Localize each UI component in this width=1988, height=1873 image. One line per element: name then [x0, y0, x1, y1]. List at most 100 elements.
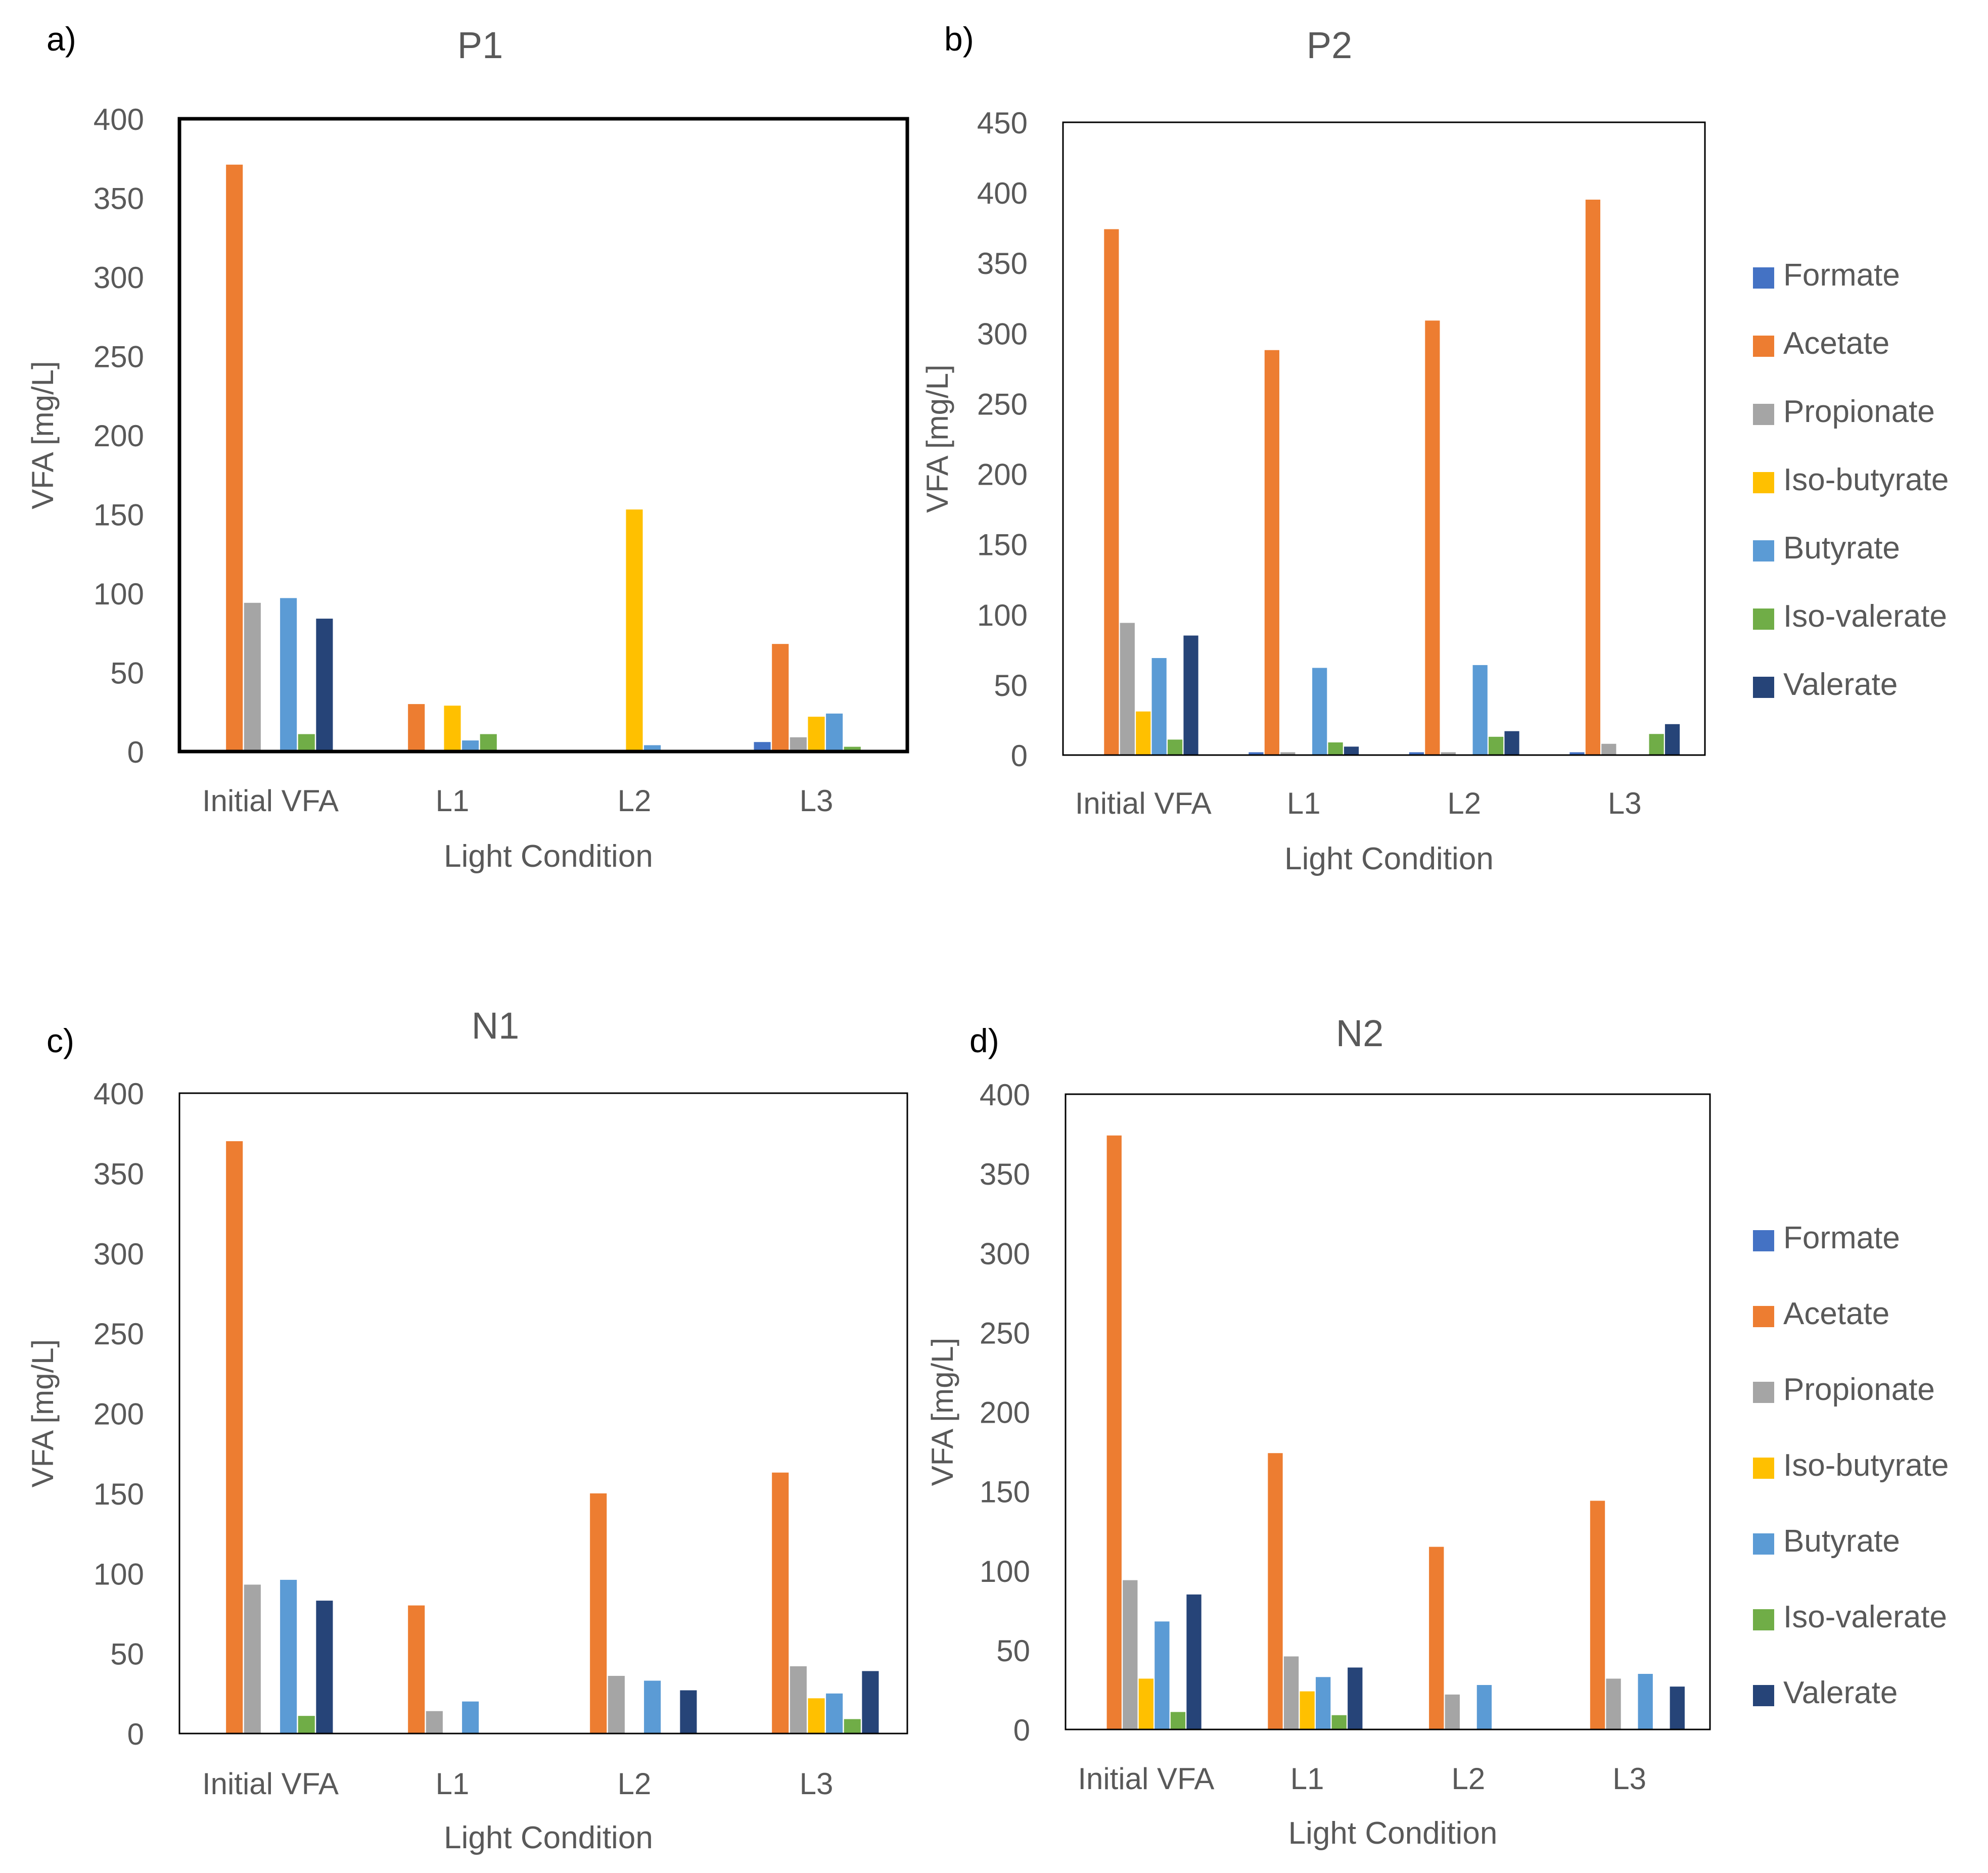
y-tick-label: 400: [977, 176, 1028, 210]
bar-iso-valerate-l1: [480, 734, 497, 752]
panel-label: d): [969, 1022, 999, 1059]
bar-butyrate-l1: [1312, 668, 1327, 755]
bar-acetate-initial-vfa: [1104, 229, 1119, 756]
y-tick-label: 450: [977, 106, 1028, 140]
bar-iso-valerate-initial-vfa: [298, 1716, 315, 1734]
bar-butyrate-l3: [826, 1693, 843, 1734]
chart-panel-p1: a) P1 0 50 100 150 200 250 300 350 400 VFA [mg/L] Li…: [26, 20, 909, 874]
legend-label: Formate: [1783, 258, 1900, 293]
y-tick-label: 300: [94, 1237, 144, 1271]
bar-valerate-initial-vfa: [316, 619, 333, 752]
legend-label: Valerate: [1783, 667, 1898, 702]
legend-swatch-butyrate: [1753, 1533, 1774, 1555]
x-tick-label: L3: [1608, 786, 1642, 820]
bar-propionate-initial-vfa: [244, 1584, 261, 1734]
bar-iso-valerate-l3: [844, 746, 861, 752]
y-tick-label: 50: [996, 1634, 1030, 1668]
bar-propionate-initial-vfa: [1123, 1580, 1138, 1729]
bar-valerate-l3: [1670, 1687, 1685, 1729]
y-tick-label: 100: [980, 1555, 1030, 1588]
y-tick-label: 150: [980, 1475, 1030, 1509]
y-tick-label: 150: [94, 1477, 144, 1511]
panel-label: c): [47, 1022, 74, 1059]
bar-acetate-l1: [408, 704, 425, 752]
x-tick-label: L3: [800, 784, 834, 818]
legend-swatch-iso-butyrate: [1753, 1458, 1774, 1479]
y-tick-label: 200: [980, 1396, 1030, 1430]
legend-label: Valerate: [1783, 1675, 1898, 1710]
y-tick-label: 300: [980, 1237, 1030, 1271]
bar-valerate-l1: [1348, 1667, 1363, 1729]
legend-label: Butyrate: [1783, 531, 1900, 566]
bar-iso-valerate-initial-vfa: [1170, 1712, 1186, 1729]
y-tick-label: 250: [94, 1317, 144, 1351]
x-tick-label: Initial VFA: [1075, 786, 1212, 820]
x-tick-label: Initial VFA: [202, 1767, 339, 1801]
legend-label: Propionate: [1783, 1372, 1935, 1407]
bar-butyrate-l2: [644, 1680, 661, 1734]
bar-iso-valerate-l1: [1328, 742, 1343, 755]
x-tick-label: L1: [436, 784, 470, 818]
panel-label: b): [944, 20, 974, 58]
legend: Formate Acetate Propionate Iso-butyrate Buty…: [1753, 258, 1949, 702]
bar-butyrate-l2: [1476, 1685, 1492, 1729]
bar-butyrate-initial-vfa: [280, 598, 297, 752]
bar-iso-valerate-l3: [844, 1719, 861, 1734]
bar-butyrate-initial-vfa: [1154, 1621, 1170, 1729]
legend: Formate Acetate Propionate Iso-butyrate Buty…: [1753, 1221, 1949, 1710]
y-tick-label: 0: [1013, 1713, 1030, 1747]
bar-iso-butyrate-l2: [626, 509, 643, 752]
y-tick-label: 200: [94, 419, 144, 453]
bar-formate-l1: [1249, 752, 1264, 755]
y-tick-label: 350: [980, 1157, 1030, 1191]
bar-valerate-initial-vfa: [1186, 1594, 1201, 1729]
chart-title: N1: [472, 1005, 520, 1047]
bar-iso-valerate-l1: [1331, 1715, 1347, 1729]
y-tick-label: 250: [980, 1316, 1030, 1350]
bar-acetate-initial-vfa: [1106, 1135, 1122, 1729]
y-tick-label: 300: [977, 317, 1028, 351]
bar-propionate-l1: [1280, 752, 1296, 755]
chart-panel-n1: c) N1 0 50 100 150 200 250 300 350 400 VFA [mg/L] Li…: [26, 1005, 908, 1855]
bar-valerate-l3: [862, 1671, 879, 1734]
x-tick-label: Initial VFA: [1078, 1762, 1214, 1796]
bar-acetate-l3: [1590, 1501, 1605, 1729]
y-tick-label: 50: [994, 669, 1028, 703]
bar-acetate-l1: [1264, 350, 1279, 755]
bar-acetate-l1: [1268, 1453, 1283, 1729]
legend-swatch-iso-valerate: [1753, 608, 1774, 630]
bar-butyrate-l1: [462, 740, 479, 752]
bar-iso-butyrate-initial-vfa: [1138, 1678, 1154, 1729]
x-axis-label: Light Condition: [444, 839, 653, 874]
bar-butyrate-l2: [1472, 665, 1488, 755]
legend-swatch-propionate: [1753, 1382, 1774, 1403]
x-tick-label: L2: [1447, 786, 1481, 820]
bar-acetate-l2: [1429, 1547, 1444, 1729]
x-tick-label: L2: [618, 1767, 652, 1801]
legend-swatch-formate: [1753, 1230, 1774, 1251]
x-tick-label: L1: [436, 1767, 470, 1801]
legend-swatch-formate: [1753, 267, 1774, 289]
bar-propionate-l3: [1606, 1678, 1621, 1729]
x-tick-label: L3: [1612, 1762, 1646, 1796]
y-tick-label: 50: [110, 657, 144, 690]
bar-acetate-l1: [408, 1605, 425, 1734]
bar-acetate-initial-vfa: [226, 164, 243, 752]
bar-acetate-initial-vfa: [226, 1141, 243, 1734]
bar-valerate-l2: [680, 1690, 697, 1734]
bar-iso-butyrate-l1: [1300, 1691, 1315, 1729]
bar-acetate-l3: [772, 1472, 789, 1734]
bar-propionate-l3: [790, 737, 807, 752]
legend-label: Propionate: [1783, 394, 1935, 429]
y-axis-label: VFA [mg/L]: [26, 1339, 60, 1487]
y-tick-label: 200: [94, 1397, 144, 1431]
x-tick-label: L2: [618, 784, 652, 818]
bar-formate-l3: [754, 742, 771, 752]
y-tick-label: 0: [127, 1717, 144, 1751]
legend-swatch-valerate: [1753, 677, 1774, 698]
y-tick-label: 100: [94, 1557, 144, 1591]
y-tick-label: 150: [94, 498, 144, 532]
x-tick-label: L1: [1290, 1762, 1324, 1796]
x-tick-label: Initial VFA: [202, 784, 339, 818]
y-tick-label: 100: [94, 577, 144, 611]
